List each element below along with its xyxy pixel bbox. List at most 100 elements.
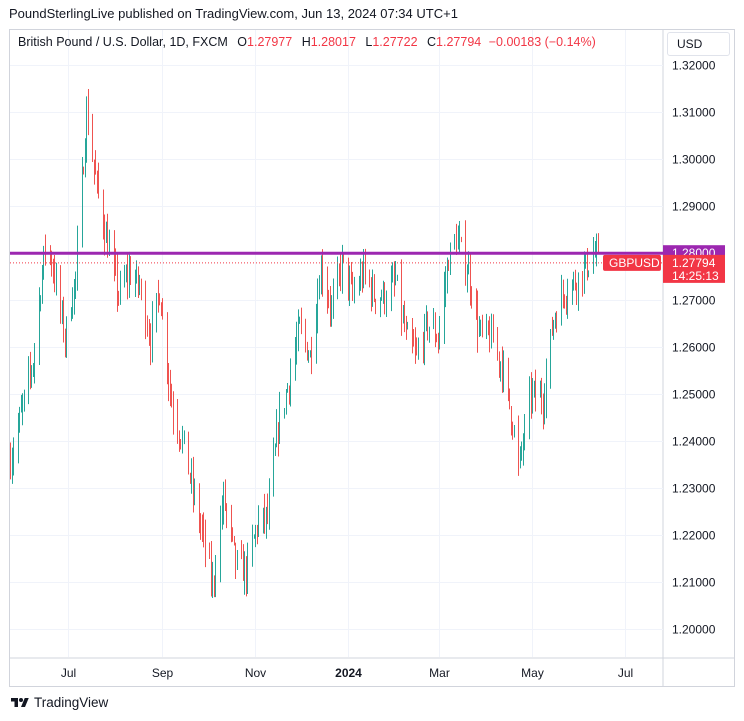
candle-body: [167, 315, 168, 372]
candle-body: [54, 272, 55, 284]
candle-body: [566, 301, 567, 303]
candle-body: [342, 253, 343, 279]
candle: [426, 305, 427, 332]
candle-body: [556, 318, 557, 325]
y-tick-label: 1.20000: [672, 623, 716, 637]
candle: [237, 549, 238, 570]
candle-body: [231, 511, 232, 530]
candle-body: [94, 159, 95, 168]
currency-button[interactable]: USD: [667, 32, 730, 56]
candle: [448, 259, 449, 272]
candle: [424, 313, 425, 366]
candle: [42, 264, 43, 304]
candle-body: [232, 529, 233, 537]
candle-body: [584, 264, 585, 283]
candle-body: [454, 238, 455, 245]
candle: [316, 303, 317, 364]
candle-body: [190, 474, 191, 480]
candle-body: [426, 315, 427, 320]
x-tick-label: Jul: [61, 666, 76, 680]
candle: [383, 280, 384, 304]
candle-body: [103, 193, 104, 229]
candle: [468, 251, 469, 275]
candle: [321, 255, 322, 295]
candles: [10, 88, 599, 598]
candle-body: [534, 384, 535, 389]
candle-body: [413, 341, 414, 346]
candle-body: [193, 472, 194, 495]
footer-brand[interactable]: TradingView: [10, 695, 108, 710]
candle: [65, 328, 66, 358]
candle-body: [486, 322, 487, 329]
candle: [135, 269, 136, 297]
candle-body: [479, 329, 480, 334]
candle-body: [436, 339, 437, 341]
candle-body: [130, 268, 131, 283]
candle: [18, 412, 19, 464]
candle-body: [546, 374, 547, 402]
candle: [77, 225, 78, 291]
candle-body: [512, 425, 513, 433]
candle: [301, 307, 302, 335]
candle-body: [147, 328, 148, 332]
candle-body: [170, 382, 171, 392]
candle-body: [381, 298, 382, 300]
candle-body: [266, 508, 267, 522]
candle-body: [362, 272, 363, 283]
candle-body: [252, 537, 253, 553]
candle: [392, 262, 393, 283]
candle: [82, 156, 83, 248]
candle-body: [188, 431, 189, 475]
y-tick-label: 1.31000: [672, 106, 716, 120]
candle-body: [10, 459, 11, 474]
candle-body: [173, 406, 174, 417]
candle-body: [339, 269, 340, 271]
candle: [258, 505, 259, 538]
candle-body: [567, 296, 568, 303]
candle: [159, 293, 160, 306]
candle: [521, 441, 522, 461]
candle-body: [97, 174, 98, 176]
candle: [180, 439, 181, 450]
candle: [489, 316, 490, 353]
candle: [493, 314, 494, 343]
candle: [104, 214, 105, 256]
candle: [593, 237, 594, 274]
candle-body: [541, 392, 542, 404]
candle: [416, 337, 417, 356]
candle: [369, 269, 370, 288]
candle: [149, 318, 150, 346]
candle-body: [573, 277, 574, 283]
candle: [546, 358, 547, 419]
candle-body: [459, 238, 460, 240]
candle-body: [88, 105, 89, 131]
candle-body: [406, 328, 407, 330]
candle: [205, 519, 206, 568]
y-tick-label: 1.21000: [672, 576, 716, 590]
candle: [415, 327, 416, 364]
candle-body: [19, 411, 20, 426]
candle-body: [211, 557, 212, 584]
candle-body: [482, 322, 483, 329]
candle: [173, 391, 174, 435]
candle-body: [427, 315, 428, 333]
candle-body: [497, 342, 498, 353]
candle: [222, 495, 223, 530]
candle: [225, 479, 226, 511]
candle: [234, 536, 235, 546]
candle: [322, 249, 323, 297]
candle: [423, 331, 424, 364]
candle-body: [209, 549, 210, 558]
candle: [298, 309, 299, 352]
x-tick-label: Nov: [245, 666, 266, 680]
candle-body: [139, 285, 140, 287]
candle: [152, 301, 153, 363]
candle-body: [444, 288, 445, 327]
candle: [438, 332, 439, 354]
candle: [94, 159, 95, 185]
candle-body: [447, 265, 448, 282]
candle-body: [397, 275, 398, 280]
candle-body: [264, 508, 265, 522]
candle-body: [66, 318, 67, 343]
